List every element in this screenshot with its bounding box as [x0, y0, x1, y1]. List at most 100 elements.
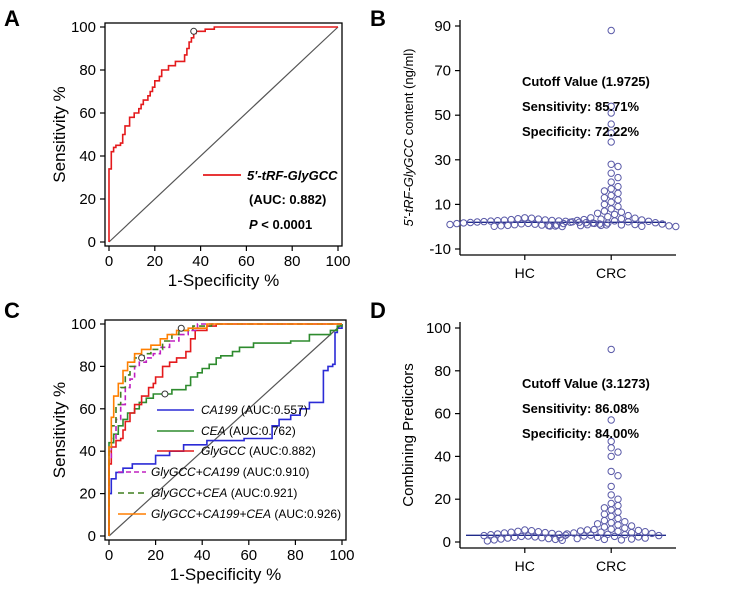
data-point-crc — [600, 200, 609, 209]
x-tick-label: 100 — [329, 547, 354, 564]
y-tick-label: 80 — [79, 358, 96, 375]
x-axis-label: 1-Specificity % — [168, 271, 279, 290]
x-tick-label-crc: CRC — [596, 265, 626, 281]
data-point-hc — [480, 531, 488, 540]
y-tick-label: 20 — [434, 491, 451, 508]
data-point-crc — [631, 214, 639, 222]
data-point-crc — [600, 504, 609, 512]
data-point-crc — [610, 210, 619, 219]
y-tick-label: 60 — [79, 401, 96, 418]
data-point-crc — [614, 162, 622, 171]
y-axis-label: Combining Predictors — [400, 363, 417, 506]
data-point-crc — [580, 532, 588, 540]
data-point-crc — [624, 218, 632, 226]
data-point-crc — [600, 535, 609, 544]
data-point-crc — [614, 521, 622, 529]
x-tick-label: 20 — [146, 253, 163, 270]
y-tick-label: 40 — [79, 443, 96, 460]
y-tick-label: 80 — [434, 363, 451, 380]
data-point-crc — [614, 448, 622, 456]
plot-frame — [104, 319, 347, 541]
x-tick-label: 40 — [192, 253, 209, 270]
legend-series-name: GlyGCC — [201, 444, 246, 458]
data-point-crc — [597, 528, 605, 536]
p-symbol: P — [249, 217, 258, 232]
p-value-label: P < 0.0001 — [249, 217, 312, 232]
legend-auc: (AUC:0.882) — [246, 444, 316, 458]
y-tick-label: 70 — [434, 63, 451, 80]
data-point-crc — [607, 467, 615, 476]
x-tick-label-hc: HC — [515, 558, 535, 574]
data-point-hc — [527, 527, 536, 535]
data-point-hc — [555, 530, 563, 538]
data-point-crc — [597, 221, 605, 230]
auc-label: (AUC: 0.882) — [249, 192, 326, 207]
legend-auc: (AUC:0.921) — [227, 486, 297, 500]
data-point-crc — [644, 217, 653, 226]
sensitivity-text: Sensitivity: 85.71% — [522, 99, 639, 114]
data-point-crc — [580, 215, 588, 224]
data-point-hc — [544, 534, 553, 543]
optimal-cutoff-marker — [190, 27, 198, 35]
data-point-hc — [534, 215, 543, 223]
p-value: < 0.0001 — [258, 217, 313, 232]
y-tick-label: 100 — [426, 320, 451, 337]
y-tick-label: 40 — [434, 448, 451, 465]
data-point-crc — [665, 222, 673, 230]
data-point-crc — [617, 208, 626, 216]
data-point-crc — [607, 499, 615, 508]
data-point-crc — [587, 214, 595, 222]
roc-chart-c: 0 20 40 60 80 100 0 20 40 60 80 100 1-Specificity % S… — [50, 316, 355, 584]
data-point-crc — [607, 482, 615, 491]
data-point-crc — [672, 222, 680, 231]
y-tick-label: 90 — [434, 18, 451, 35]
data-point-crc — [600, 194, 609, 202]
y-axis-label: 5'-tRF-GlyGCC content (ng/ml) — [401, 48, 416, 226]
optimal-cutoff-marker — [161, 390, 169, 398]
data-point-crc — [566, 218, 575, 226]
plot-frame — [104, 22, 343, 247]
data-point-crc — [610, 217, 619, 225]
x-tick-label: 80 — [287, 547, 304, 564]
data-point-crc — [614, 527, 622, 535]
data-point-crc — [614, 495, 622, 503]
data-point-crc — [638, 222, 646, 231]
data-point-crc — [607, 26, 615, 35]
data-point-hc — [521, 526, 529, 534]
y-tick-label: 40 — [79, 148, 96, 165]
data-point-hc — [500, 529, 509, 537]
legend-entry: CEA (AUC:0.762) — [201, 424, 296, 438]
data-point-crc — [617, 536, 626, 544]
data-point-hc — [531, 220, 539, 228]
data-point-crc — [607, 120, 615, 128]
data-point-crc — [607, 185, 615, 193]
y-tick-label: 60 — [434, 406, 451, 423]
data-point-crc — [563, 530, 571, 538]
data-point-crc — [621, 518, 629, 526]
data-point-crc — [614, 472, 622, 480]
data-point-crc — [607, 491, 615, 499]
data-point-hc — [527, 214, 536, 222]
data-point-crc — [604, 213, 612, 221]
data-point-hc — [551, 535, 560, 544]
data-point-crc — [624, 211, 632, 220]
reference-diagonal — [108, 323, 343, 537]
data-point-crc — [627, 522, 636, 530]
data-point-hc — [480, 217, 488, 226]
scatter-chart-b: -10 10 30 50 70 90 HC CRC 5'-tRF-GlyGCC content … — [401, 18, 680, 281]
panel-letter-a: A — [4, 6, 20, 31]
data-point-crc — [614, 514, 622, 523]
x-tick-label: 100 — [325, 253, 350, 270]
specificity-text: Specificity: 84.00% — [522, 426, 639, 441]
x-tick-label: 60 — [238, 253, 255, 270]
data-point-crc — [607, 169, 615, 177]
y-tick-label: 30 — [434, 152, 451, 169]
roc-chart-a: 0 20 40 60 80 100 0 20 40 60 80 100 1-Specificity % S… — [50, 19, 351, 290]
y-axis-label-rest: content (ng/ml) — [401, 48, 416, 138]
data-point-crc — [604, 530, 612, 538]
data-point-hc — [602, 221, 611, 229]
data-point-hc — [595, 220, 604, 228]
y-tick-label: 50 — [434, 107, 451, 124]
series-line-ca199 — [108, 324, 343, 536]
data-point-crc — [627, 535, 636, 543]
